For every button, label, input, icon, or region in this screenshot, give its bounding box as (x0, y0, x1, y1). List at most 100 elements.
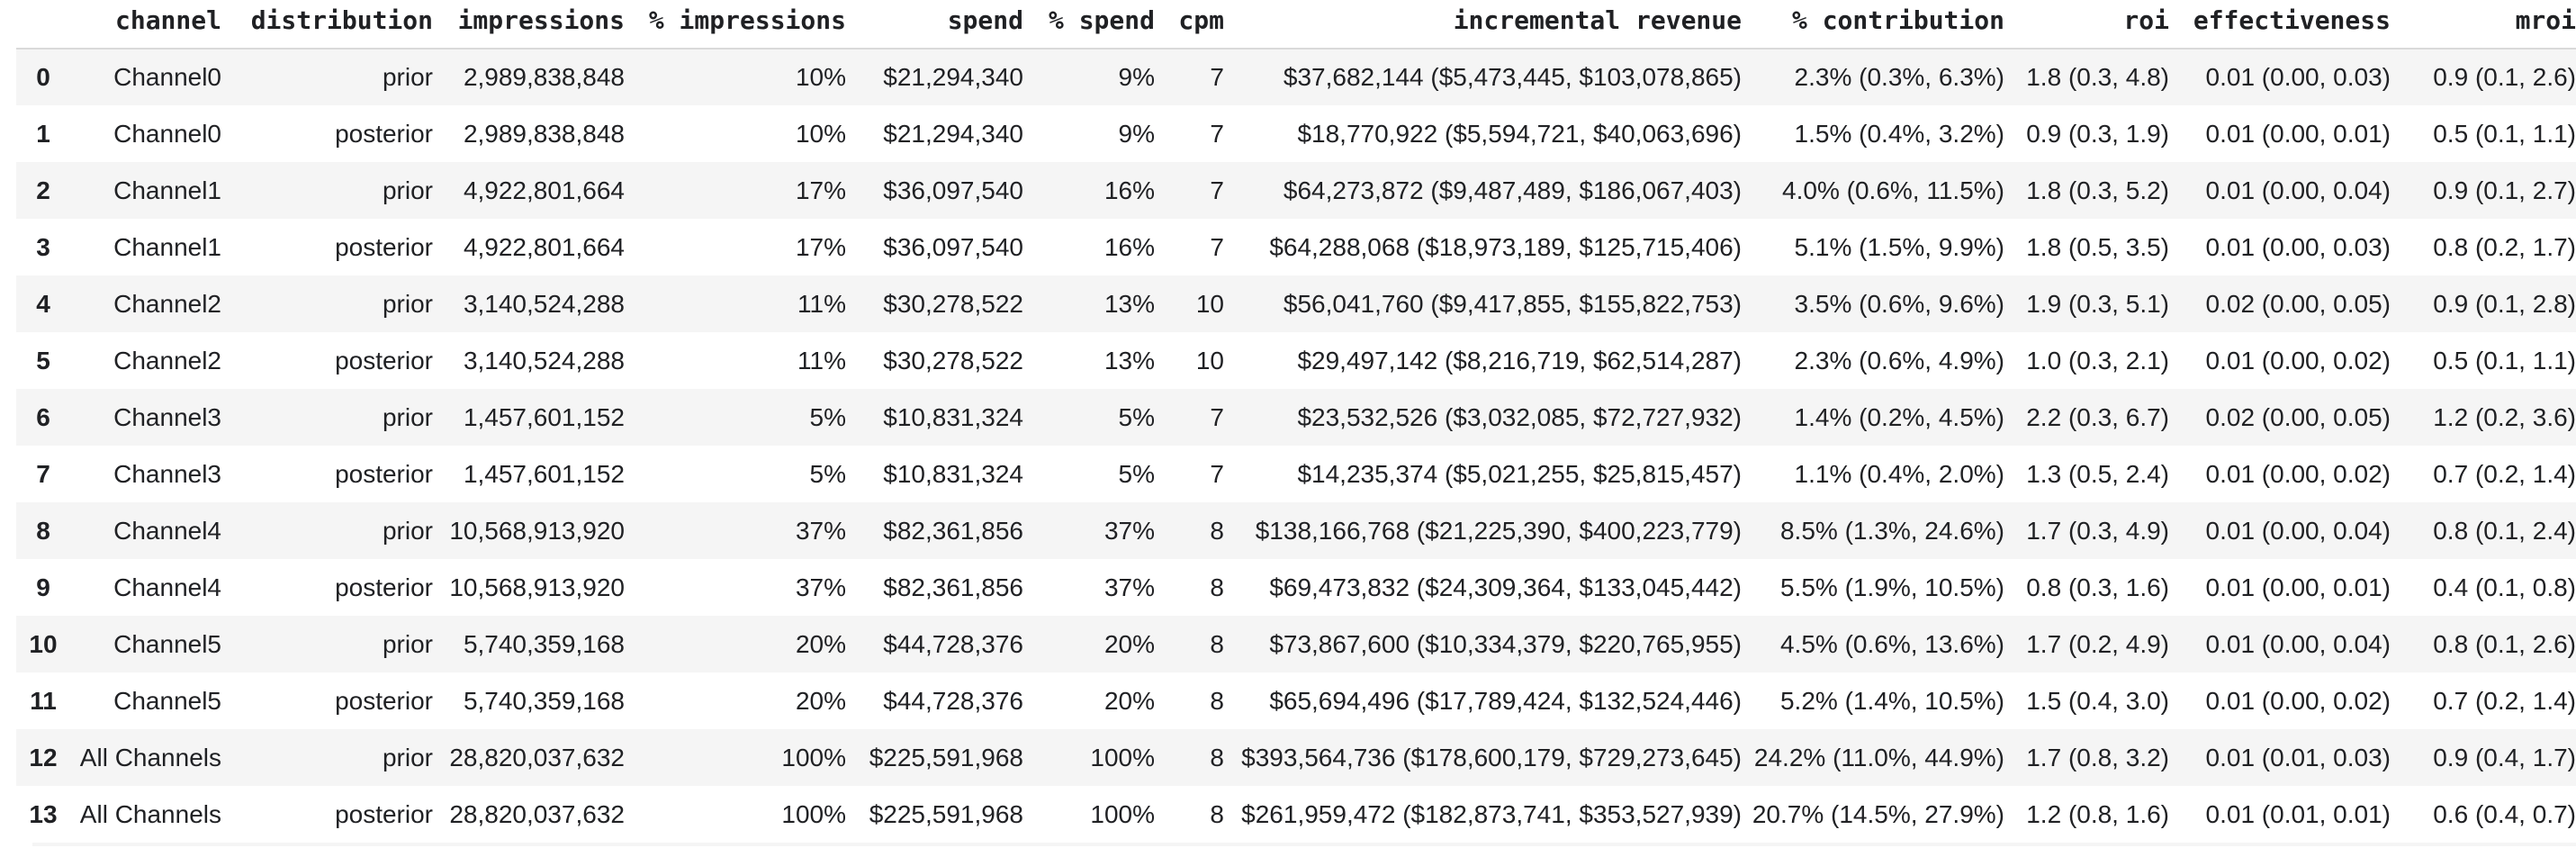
cell-impressions: 4,922,801,664 (463, 232, 625, 261)
column-header-pct-spend: % spend (1023, 0, 1155, 50)
cell-pct_spend: 37% (1103, 573, 1155, 601)
row-index-cell: 5 (36, 346, 50, 374)
cell-distribution: posterior (335, 119, 433, 148)
table-row: 0 Channel0 prior 2,989,838,848 10% $21,294,34… (16, 49, 2576, 105)
cell-pct_impressions: 100% (781, 743, 846, 771)
cell-distribution: posterior (335, 686, 433, 715)
cell-effectiveness: 0.01 (0.00, 0.02) (2205, 346, 2391, 374)
cell-pct_contribution: 5.5% (1.9%, 10.5%) (1779, 573, 2004, 601)
cell-impressions: 28,820,037,632 (449, 743, 625, 771)
cell-roi: 0.8 (0.3, 1.6) (2026, 573, 2169, 601)
table-row: 6 Channel3 prior 1,457,601,152 5% $10,831,324… (16, 389, 2576, 446)
cell-roi: 1.7 (0.2, 4.9) (2026, 629, 2169, 658)
cell-channel: Channel2 (113, 289, 221, 318)
column-header-pct-contribution: % contribution (1742, 0, 2004, 50)
cell-roi: 2.2 (0.3, 6.7) (2026, 402, 2169, 431)
cell-pct_spend: 13% (1103, 289, 1155, 318)
cell-distribution: posterior (335, 232, 433, 261)
cell-cpm: 7 (1210, 176, 1224, 204)
cell-impressions: 10,568,913,920 (449, 573, 625, 601)
cell-pct_impressions: 20% (795, 629, 846, 658)
cell-pct_contribution: 4.5% (0.6%, 13.6%) (1779, 629, 2004, 658)
cell-cpm: 8 (1210, 799, 1224, 828)
table-row: 8 Channel4 prior 10,568,913,920 37% $82,361,8… (16, 502, 2576, 559)
cell-pct_contribution: 20.7% (14.5%, 27.9%) (1752, 799, 2004, 828)
cell-distribution: prior (382, 516, 433, 545)
cell-pct_impressions: 17% (795, 176, 846, 204)
cell-pct_contribution: 8.5% (1.3%, 24.6%) (1779, 516, 2004, 545)
cell-distribution: prior (382, 289, 433, 318)
cell-spend: $82,361,856 (883, 573, 1023, 601)
cell-pct_contribution: 5.2% (1.4%, 10.5%) (1779, 686, 2004, 715)
cell-pct_spend: 5% (1118, 402, 1155, 431)
row-index-cell: 6 (36, 402, 50, 431)
cell-impressions: 3,140,524,288 (463, 289, 625, 318)
column-header-index (16, 0, 70, 50)
cell-cpm: 7 (1210, 402, 1224, 431)
column-header-channel: channel (70, 0, 221, 50)
row-index-cell: 1 (36, 119, 50, 148)
row-index-cell: 11 (30, 686, 57, 715)
cell-channel: All Channels (79, 799, 221, 828)
cell-spend: $21,294,340 (883, 63, 1023, 91)
cell-pct_contribution: 24.2% (11.0%, 44.9%) (1753, 743, 2004, 771)
cell-pct_contribution: 2.3% (0.3%, 6.3%) (1794, 63, 2004, 91)
cell-incremental_revenue: $69,473,832 ($24,309,364, $133,045,442) (1269, 573, 1742, 601)
cell-cpm: 7 (1210, 63, 1224, 91)
cell-mroi: 0.9 (0.1, 2.6) (2433, 63, 2576, 91)
cell-roi: 1.8 (0.5, 3.5) (2026, 232, 2169, 261)
cell-spend: $10,831,324 (883, 459, 1023, 488)
column-header-mroi: mroi (2391, 0, 2576, 50)
cell-pct_spend: 37% (1103, 516, 1155, 545)
cell-spend: $36,097,540 (883, 176, 1023, 204)
cell-pct_contribution: 3.5% (0.6%, 9.6%) (1794, 289, 2004, 318)
cell-pct_impressions: 11% (797, 289, 846, 318)
cell-mroi: 0.5 (0.1, 1.1) (2433, 346, 2576, 374)
cell-effectiveness: 0.01 (0.00, 0.01) (2205, 573, 2391, 601)
cell-distribution: prior (382, 629, 433, 658)
table-row: 10 Channel5 prior 5,740,359,168 20% $44,728,3… (16, 616, 2576, 672)
cell-roi: 1.5 (0.4, 3.0) (2026, 686, 2169, 715)
table-row: 3 Channel1 posterior 4,922,801,664 17% $36,09… (16, 219, 2576, 275)
column-header-distribution: distribution (221, 0, 433, 50)
row-index-cell: 8 (36, 516, 50, 545)
cell-impressions: 1,457,601,152 (463, 402, 625, 431)
table-row: 13 All Channels posterior 28,820,037,632 100… (16, 786, 2576, 843)
cell-pct_spend: 5% (1118, 459, 1155, 488)
table-row: 4 Channel2 prior 3,140,524,288 11% $30,278,52… (16, 275, 2576, 332)
column-header-effectiveness: effectiveness (2169, 0, 2391, 50)
column-header-cpm: cpm (1155, 0, 1224, 50)
cell-pct_spend: 100% (1090, 799, 1155, 828)
cell-roi: 1.3 (0.5, 2.4) (2026, 459, 2169, 488)
column-header-pct-impressions: % impressions (625, 0, 846, 50)
column-header-incremental-revenue: incremental revenue (1224, 0, 1742, 50)
cell-impressions: 28,820,037,632 (449, 799, 625, 828)
cell-pct_spend: 16% (1103, 176, 1155, 204)
row-index-cell: 9 (36, 573, 50, 601)
row-index-cell: 4 (36, 289, 50, 318)
row-index-cell: 0 (36, 63, 50, 91)
cell-roi: 1.7 (0.8, 3.2) (2026, 743, 2169, 771)
cell-pct_spend: 20% (1103, 686, 1155, 715)
cell-roi: 1.8 (0.3, 5.2) (2026, 176, 2169, 204)
table-header: channel distribution impressions % impre… (16, 0, 2576, 50)
cell-incremental_revenue: $14,235,374 ($5,021,255, $25,815,457) (1297, 459, 1742, 488)
cell-channel: Channel1 (113, 176, 221, 204)
cell-mroi: 0.8 (0.1, 2.6) (2433, 629, 2576, 658)
cell-distribution: prior (382, 63, 433, 91)
cell-channel: Channel1 (113, 232, 221, 261)
cell-spend: $225,591,968 (869, 743, 1023, 771)
cell-impressions: 10,568,913,920 (449, 516, 625, 545)
cell-roi: 1.8 (0.3, 4.8) (2026, 63, 2169, 91)
cell-pct_impressions: 10% (795, 119, 846, 148)
cell-pct_impressions: 100% (781, 799, 846, 828)
cell-incremental_revenue: $56,041,760 ($9,417,855, $155,822,753) (1283, 289, 1742, 318)
cell-impressions: 5,740,359,168 (463, 629, 625, 658)
cell-roi: 1.9 (0.3, 5.1) (2026, 289, 2169, 318)
row-index-cell: 12 (29, 743, 58, 771)
cell-incremental_revenue: $65,694,496 ($17,789,424, $132,524,446) (1269, 686, 1742, 715)
cell-mroi: 0.6 (0.4, 0.7) (2433, 799, 2576, 828)
cell-pct_contribution: 5.1% (1.5%, 9.9%) (1794, 232, 2004, 261)
cell-pct_spend: 20% (1103, 629, 1155, 658)
